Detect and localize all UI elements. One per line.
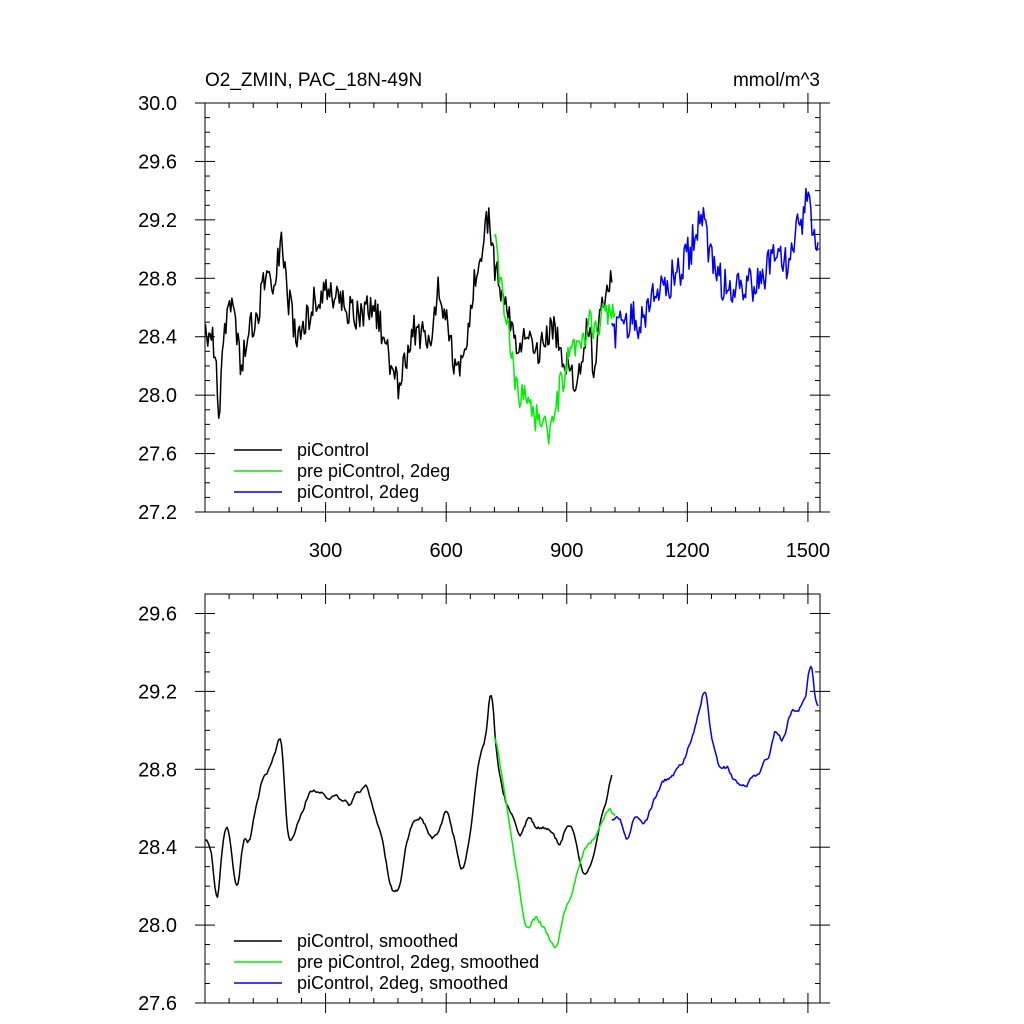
- y-tick-label: 27.2: [138, 502, 177, 524]
- y-tick-label: 28.0: [138, 915, 177, 937]
- bottom-series-group: [205, 665, 819, 949]
- x-tick-label: 1200: [665, 540, 710, 562]
- legend-label: pre piControl, 2deg: [297, 461, 450, 481]
- y-tick-label: 28.4: [138, 837, 177, 859]
- legend-label: piControl, 2deg: [297, 482, 419, 502]
- legend-label: piControl: [297, 440, 369, 460]
- y-tick-label: 28.4: [138, 327, 177, 349]
- series-line-pre-picontrol-2deg-smoothed: [493, 736, 616, 949]
- y-tick-label: 29.2: [138, 210, 177, 232]
- bottom-panel: 27.6 28.0 28.4 28.8 29.2 29.6 piControl, smoo…: [138, 584, 830, 1015]
- y-tick-label: 27.6: [138, 993, 177, 1015]
- y-tick-label: 29.2: [138, 681, 177, 703]
- x-tick-label: 1500: [786, 540, 831, 562]
- plot-frame: [204, 593, 821, 1004]
- series-line-pre-picontrol-2deg: [493, 233, 616, 445]
- y-tick-label: 28.8: [138, 268, 177, 290]
- series-line-picontrol-2deg: [611, 187, 819, 349]
- bottom-axes: 27.6 28.0 28.4 28.8 29.2 29.6: [138, 584, 830, 1015]
- x-tick-label: 300: [309, 540, 342, 562]
- y-tick-label: 29.6: [138, 151, 177, 173]
- legend-label: pre piControl, 2deg, smoothed: [297, 952, 539, 972]
- y-tick-label: 30.0: [138, 93, 177, 115]
- series-line-picontrol: [205, 207, 613, 419]
- legend-label: piControl, smoothed: [297, 931, 458, 951]
- x-tick-label: 600: [429, 540, 462, 562]
- x-tick-label: 900: [550, 540, 583, 562]
- y-tick-label: 28.8: [138, 759, 177, 781]
- top-axes: 300 600 900 1200 1500 27.2 27.6 28.0 28.4 28.8 29.…: [138, 93, 830, 562]
- y-tick-label: 28.0: [138, 385, 177, 407]
- y-tick-label: 29.6: [138, 603, 177, 625]
- chart-title: O2_ZMIN, PAC_18N-49N: [205, 70, 422, 91]
- series-line-picontrol-2deg-smoothed: [611, 665, 819, 840]
- units-label: mmol/m^3: [733, 70, 820, 91]
- series-line-picontrol-smoothed: [205, 694, 613, 899]
- top-series-group: [205, 187, 819, 445]
- top-panel: O2_ZMIN, PAC_18N-49N mmol/m^3 300 600 900 1…: [138, 70, 830, 562]
- y-tick-label: 27.6: [138, 444, 177, 466]
- legend-label: piControl, 2deg, smoothed: [297, 973, 508, 993]
